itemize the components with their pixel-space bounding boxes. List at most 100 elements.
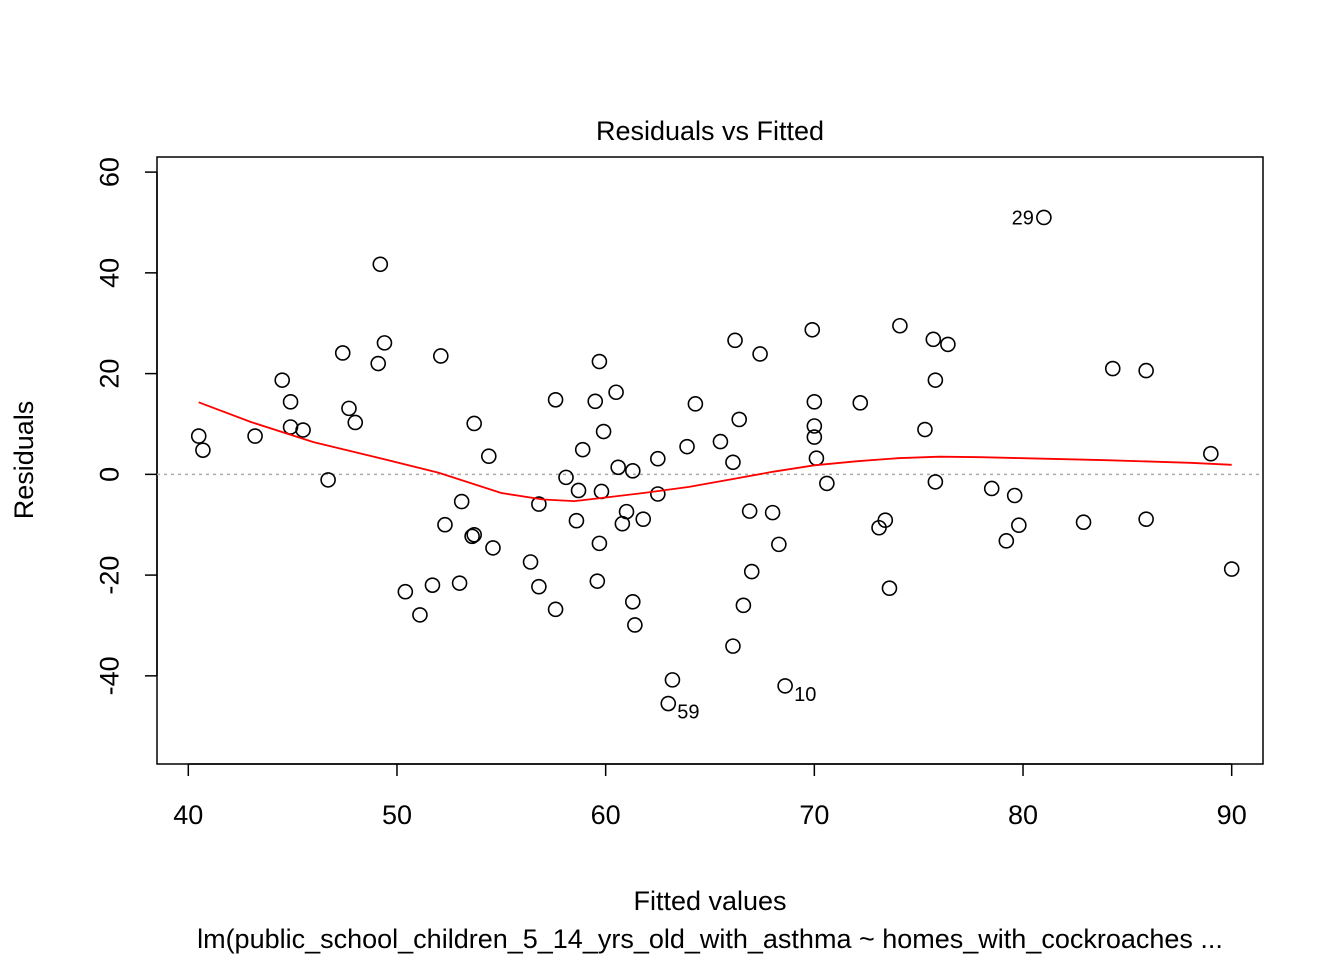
data-point bbox=[819, 475, 835, 492]
data-point bbox=[940, 336, 956, 353]
data-point bbox=[731, 411, 748, 428]
data-point bbox=[195, 442, 211, 458]
x-tick-label: 90 bbox=[1217, 800, 1247, 830]
data-point bbox=[624, 463, 641, 479]
data-point bbox=[334, 345, 351, 361]
y-tick-label: 40 bbox=[94, 258, 124, 288]
data-point bbox=[687, 396, 704, 412]
data-point bbox=[1006, 487, 1023, 504]
point-label: 29 bbox=[1012, 207, 1034, 229]
data-point bbox=[480, 448, 497, 465]
data-point bbox=[558, 469, 574, 486]
data-point bbox=[881, 580, 898, 596]
data-point bbox=[1203, 445, 1219, 462]
smooth-line bbox=[198, 401, 1232, 503]
data-point bbox=[451, 575, 468, 591]
y-tick-label: 20 bbox=[94, 359, 124, 389]
data-point bbox=[618, 503, 635, 520]
data-point bbox=[372, 256, 389, 273]
data-point bbox=[679, 438, 695, 455]
data-point bbox=[627, 617, 643, 633]
x-tick-label: 80 bbox=[1008, 800, 1038, 830]
data-point bbox=[591, 535, 608, 552]
data-point bbox=[574, 441, 591, 458]
data-point bbox=[424, 577, 441, 593]
data-point bbox=[531, 578, 547, 595]
data-point bbox=[247, 428, 263, 444]
data-point bbox=[1104, 360, 1121, 377]
data-point bbox=[595, 423, 612, 440]
data-point bbox=[433, 348, 449, 364]
data-point bbox=[927, 372, 944, 388]
data-point bbox=[437, 516, 453, 533]
y-tick-label: -20 bbox=[94, 556, 124, 595]
data-point bbox=[568, 512, 585, 529]
data-point bbox=[282, 419, 299, 435]
data-point bbox=[998, 533, 1015, 549]
data-point bbox=[804, 321, 821, 338]
data-point bbox=[453, 493, 470, 510]
data-point bbox=[591, 353, 608, 370]
data-point bbox=[806, 394, 823, 410]
data-point bbox=[466, 415, 482, 432]
data-point bbox=[593, 483, 610, 500]
data-point bbox=[808, 450, 825, 467]
data-point bbox=[743, 563, 760, 580]
x-axis-label: Fitted values bbox=[633, 886, 786, 916]
data-point bbox=[852, 395, 869, 411]
y-axis-label: Residuals bbox=[9, 401, 39, 520]
data-point bbox=[1075, 514, 1092, 531]
points-layer bbox=[190, 209, 1240, 712]
data-point bbox=[190, 428, 207, 444]
data-point bbox=[376, 335, 393, 351]
data-point bbox=[547, 601, 564, 618]
data-point bbox=[983, 480, 1000, 497]
data-point bbox=[727, 332, 743, 349]
data-point bbox=[589, 573, 606, 589]
data-point bbox=[664, 672, 681, 688]
y-tick-label: 60 bbox=[94, 157, 124, 187]
data-point bbox=[1138, 511, 1154, 527]
data-point bbox=[610, 459, 626, 476]
point-labels-layer: 29 59 10 bbox=[677, 207, 1034, 723]
x-tick-label: 70 bbox=[799, 800, 829, 830]
data-point bbox=[274, 372, 291, 388]
y-tick-label: 0 bbox=[94, 467, 124, 482]
data-point bbox=[735, 597, 752, 614]
data-point bbox=[1223, 561, 1240, 577]
x-tick-label: 50 bbox=[382, 800, 412, 830]
data-point bbox=[1011, 517, 1027, 534]
data-point bbox=[320, 472, 336, 488]
data-point bbox=[341, 400, 357, 417]
data-point bbox=[397, 583, 414, 600]
data-point bbox=[522, 554, 539, 570]
data-point bbox=[570, 482, 587, 499]
data-point bbox=[712, 433, 729, 450]
data-point bbox=[624, 593, 641, 610]
data-point bbox=[927, 474, 944, 490]
data-point bbox=[547, 391, 564, 408]
data-point bbox=[464, 528, 480, 545]
point-label: 10 bbox=[794, 684, 816, 706]
data-point bbox=[587, 393, 604, 410]
data-point bbox=[347, 414, 364, 431]
data-point bbox=[660, 695, 677, 712]
data-point bbox=[925, 331, 942, 348]
data-point bbox=[777, 678, 793, 694]
data-point bbox=[917, 421, 933, 438]
y-axis: -40 -20 0 20 40 60 bbox=[94, 157, 158, 695]
x-axis: 40 50 60 70 80 90 bbox=[173, 763, 1247, 830]
point-label: 59 bbox=[677, 702, 699, 724]
data-point bbox=[282, 394, 299, 410]
data-point bbox=[771, 536, 787, 553]
model-caption: lm(public_school_children_5_14_yrs_old_w… bbox=[197, 924, 1223, 954]
data-point bbox=[1138, 362, 1154, 379]
chart-title: Residuals vs Fitted bbox=[596, 116, 824, 146]
data-point bbox=[370, 355, 387, 372]
data-point bbox=[412, 607, 428, 623]
data-point bbox=[764, 504, 781, 521]
data-point bbox=[877, 512, 894, 528]
data-point bbox=[531, 496, 547, 512]
data-point bbox=[295, 422, 311, 438]
